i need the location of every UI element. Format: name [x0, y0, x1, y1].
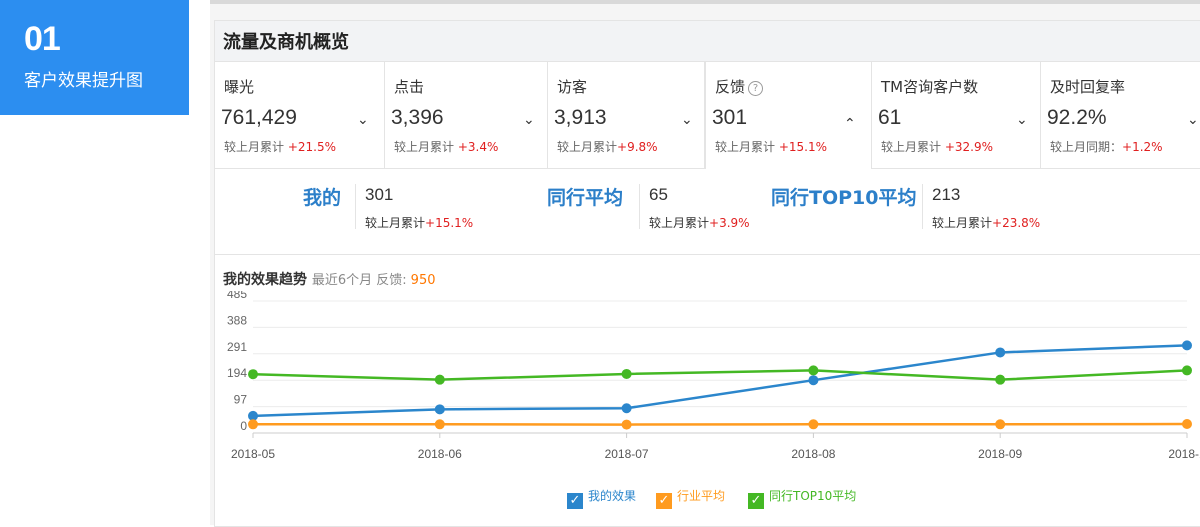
data-point [808, 365, 819, 376]
data-point [621, 403, 632, 414]
series-line [253, 422, 1188, 426]
metric-value: 301 [712, 106, 748, 129]
help-icon[interactable]: ? [748, 81, 764, 96]
metric-label: 及时回复率 [1050, 78, 1126, 96]
metric-change: 较上月累计 +21.5% [224, 140, 337, 154]
metric-value: 61 [878, 106, 902, 129]
metric-tm-consult[interactable]: TM咨询客户数 61 ⌄ 较上月累计 +32.9% [872, 62, 1041, 168]
card-title: 流量及商机概览 [223, 32, 349, 53]
checkbox-icon[interactable]: ✓ [567, 493, 583, 509]
compare-change-peer-avg: 较上月累计+3.9% [649, 216, 750, 230]
trend-subtitle: 最近6个月 反馈: [311, 273, 407, 288]
y-tick-label: 194 [227, 366, 247, 380]
comparison-row: 我的 301 较上月累计+15.1% 同行平均 65 较上月累计+3.9% 同行… [215, 169, 1200, 255]
data-point [434, 374, 445, 385]
data-point [621, 419, 632, 430]
section-caption: 客户效果提升图 [24, 71, 143, 91]
divider [355, 184, 356, 229]
trend-line-chart: 0 97 194 291 388 485 2018-05 2018-06 2018-07 2018… [227, 291, 1200, 461]
x-tick-label: 2018-07 [605, 447, 649, 461]
data-point [621, 368, 632, 379]
checkbox-icon[interactable]: ✓ [656, 493, 672, 509]
top-divider [210, 0, 1200, 4]
section-badge: 01 客户效果提升图 [0, 0, 189, 115]
series-line [252, 369, 1188, 381]
dashboard-panel: 流量及商机概览 曝光 761,429 ⌄ 较上月累计 +21.5% 点击 3,3… [210, 0, 1200, 527]
metric-change: 较上月同期：+1.2% [1050, 140, 1163, 154]
metric-value: 92.2% [1047, 106, 1107, 129]
data-point [995, 347, 1006, 358]
compare-change-top10-avg: 较上月累计+23.8% [932, 216, 1041, 230]
data-point [248, 410, 258, 421]
legend-item-industry-avg[interactable]: ✓ 行业平均 [656, 487, 725, 509]
compare-value-mine: 301 [365, 185, 394, 204]
data-point [1182, 365, 1192, 376]
series-line [252, 344, 1188, 418]
x-tick-label: 2018-09 [978, 447, 1022, 461]
chevron-down-icon[interactable]: ⌄ [1187, 112, 1199, 128]
metric-feedback[interactable]: 反馈? 301 ⌃ 较上月累计 +15.1% [705, 62, 872, 169]
x-tick-label: 2018-1 [1168, 447, 1200, 461]
metrics-row: 曝光 761,429 ⌄ 较上月累计 +21.5% 点击 3,396 ⌄ 较上月… [215, 62, 1200, 169]
x-tick-label: 2018-05 [231, 447, 275, 461]
y-tick-label: 388 [227, 313, 247, 327]
compare-label-mine: 我的 [303, 187, 342, 209]
compare-label-peer-avg: 同行平均 [547, 187, 624, 209]
y-tick-label: 0 [240, 419, 247, 433]
metric-reply-rate[interactable]: 及时回复率 92.2% ⌄ 较上月同期：+1.2% [1041, 62, 1200, 168]
metric-change: 较上月累计 +15.1% [715, 140, 828, 154]
chevron-up-icon[interactable]: ⌃ [844, 116, 856, 132]
metric-value: 3,396 [391, 106, 444, 129]
data-point [808, 419, 819, 430]
metric-value: 3,913 [554, 106, 607, 129]
data-point [995, 419, 1006, 430]
metric-label: TM咨询客户数 [881, 78, 979, 96]
compare-value-peer-avg: 65 [649, 185, 668, 204]
compare-change-mine: 较上月累计+15.1% [365, 216, 474, 230]
y-tick-label: 97 [234, 393, 248, 407]
chevron-down-icon[interactable]: ⌄ [1016, 112, 1028, 128]
compare-value-top10-avg: 213 [932, 185, 961, 204]
data-point [434, 419, 445, 430]
metric-visitors[interactable]: 访客 3,913 ⌄ 较上月累计+9.8% [548, 62, 705, 168]
legend-item-mine[interactable]: ✓ 我的效果 [567, 487, 636, 509]
data-point [995, 374, 1006, 385]
x-tick-label: 2018-06 [418, 447, 462, 461]
data-point [434, 404, 445, 415]
y-tick-label: 291 [227, 340, 247, 354]
metric-clicks[interactable]: 点击 3,396 ⌄ 较上月累计 +3.4% [385, 62, 548, 168]
metric-label: 访客 [557, 78, 588, 96]
checkbox-icon[interactable]: ✓ [748, 493, 764, 509]
x-tick-label: 2018-08 [791, 447, 835, 461]
compare-label-top10-avg: 同行TOP10平均 [771, 187, 917, 209]
trend-title: 我的效果趋势 最近6个月 反馈: 950 [223, 272, 436, 288]
metric-label: 点击 [394, 78, 425, 96]
overview-card: 流量及商机概览 曝光 761,429 ⌄ 较上月累计 +21.5% 点击 3,3… [214, 20, 1200, 527]
metric-change: 较上月累计 +3.4% [394, 140, 499, 154]
metric-label: 曝光 [224, 78, 255, 96]
divider [922, 184, 923, 229]
data-point [1182, 340, 1192, 351]
metric-change: 较上月累计+9.8% [557, 140, 658, 154]
chevron-down-icon[interactable]: ⌄ [357, 112, 369, 128]
y-tick-label: 485 [227, 291, 247, 301]
chevron-down-icon[interactable]: ⌄ [523, 112, 535, 128]
card-header: 流量及商机概览 [215, 21, 1200, 62]
legend-item-top10-avg[interactable]: ✓ 同行TOP10平均 [748, 487, 856, 509]
data-point [1182, 419, 1192, 430]
metric-label: 反馈? [715, 76, 764, 97]
data-point [248, 419, 258, 430]
data-point [248, 369, 258, 380]
metric-exposure[interactable]: 曝光 761,429 ⌄ 较上月累计 +21.5% [215, 62, 385, 168]
metric-value: 761,429 [221, 106, 297, 129]
trend-total: 950 [410, 273, 436, 288]
metric-change: 较上月累计 +32.9% [881, 140, 994, 154]
section-number: 01 [24, 20, 61, 58]
chevron-down-icon[interactable]: ⌄ [681, 112, 693, 128]
divider [639, 184, 640, 229]
data-point [808, 375, 819, 386]
